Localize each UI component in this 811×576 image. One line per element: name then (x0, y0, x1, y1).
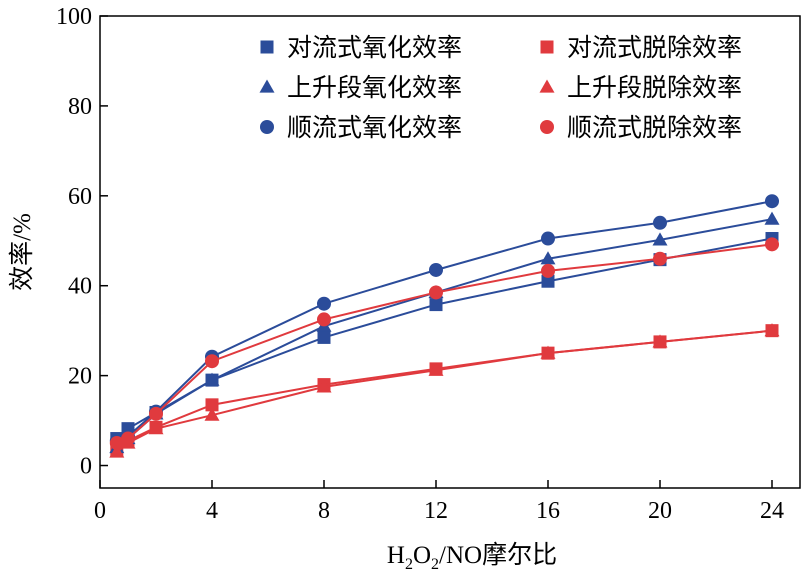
x-axis-title-h: H (387, 542, 405, 569)
legend-marker (540, 40, 554, 54)
x-axis-title-o: O (413, 542, 431, 569)
y-axis-title: 效率/% (8, 213, 36, 291)
data-point (317, 312, 331, 327)
data-point (205, 354, 219, 369)
data-point (540, 251, 556, 265)
legend-marker (260, 120, 274, 134)
data-point (109, 436, 124, 451)
data-point (316, 379, 332, 393)
x-tick-label: 20 (648, 498, 672, 524)
series-4 (109, 323, 780, 458)
data-point (765, 237, 779, 252)
x-axis-title-tail: /NO摩尔比 (439, 541, 557, 569)
legend-item: 对流式脱除效率 (540, 33, 742, 62)
legend-label: 顺流式氧化效率 (287, 113, 462, 142)
legend-marker (539, 79, 555, 93)
series-6 (109, 237, 779, 451)
legend-label: 对流式脱除效率 (567, 33, 742, 62)
data-point (429, 262, 443, 277)
x-axis: 0 4 8 12 16 20 24 (94, 480, 784, 524)
x-tick-label: 24 (760, 498, 784, 524)
legend-marker (259, 79, 275, 93)
data-point (653, 251, 667, 266)
data-point (121, 431, 135, 446)
data-point (541, 231, 555, 246)
data-point (428, 362, 444, 376)
legend-label: 上升段氧化效率 (287, 73, 462, 102)
data-point (429, 298, 443, 312)
x-axis-title-sub2: 2 (431, 556, 439, 573)
x-axis-title-sub1: 2 (405, 556, 413, 573)
data-point (317, 330, 331, 344)
series-line (116, 329, 773, 451)
series-2 (110, 324, 779, 457)
legend-label: 上升段脱除效率 (567, 73, 742, 102)
plot-area (99, 15, 801, 489)
data-point (764, 211, 780, 225)
data-point (652, 334, 668, 348)
y-tick-label: 20 (68, 364, 92, 390)
legend-item: 顺流式氧化效率 (260, 113, 462, 142)
data-point (109, 444, 125, 458)
x-tick-label: 4 (206, 498, 218, 524)
x-axis-title: H2O2/NO摩尔比 (387, 541, 557, 573)
data-point (653, 215, 667, 230)
legend-item: 上升段氧化效率 (259, 73, 462, 102)
series-line (116, 329, 773, 453)
x-tick-label: 12 (424, 498, 448, 524)
legend-item: 对流式氧化效率 (260, 33, 462, 62)
data-point (148, 421, 164, 435)
x-tick-label: 8 (318, 498, 330, 524)
y-tick-label: 80 (68, 94, 92, 120)
data-point (541, 263, 555, 278)
legend-item: 上升段脱除效率 (539, 73, 742, 102)
plot-frame (99, 15, 801, 489)
data-point (149, 406, 163, 421)
y-tick-label: 40 (68, 274, 92, 300)
y-tick-label: 60 (68, 184, 92, 210)
data-point (205, 398, 219, 412)
data-point (540, 345, 556, 359)
data-point (541, 274, 555, 288)
legend-marker (540, 120, 554, 134)
legend-item: 顺流式脱除效率 (540, 113, 742, 142)
data-point (429, 285, 443, 300)
y-tick-label: 100 (56, 4, 92, 30)
x-tick-label: 0 (94, 498, 106, 524)
data-point (765, 194, 779, 209)
legend-label: 顺流式脱除效率 (567, 113, 742, 142)
legend-marker (260, 40, 274, 54)
data-point (317, 296, 331, 311)
x-tick-label: 16 (536, 498, 560, 524)
series-layer (109, 194, 780, 458)
data-point (764, 323, 780, 337)
data-point (204, 372, 220, 386)
legend-label: 对流式氧化效率 (287, 33, 462, 62)
data-point (652, 232, 668, 246)
data-point (204, 407, 220, 421)
y-axis: 0 20 40 60 80 100 (56, 4, 108, 480)
y-tick-label: 0 (80, 454, 92, 480)
